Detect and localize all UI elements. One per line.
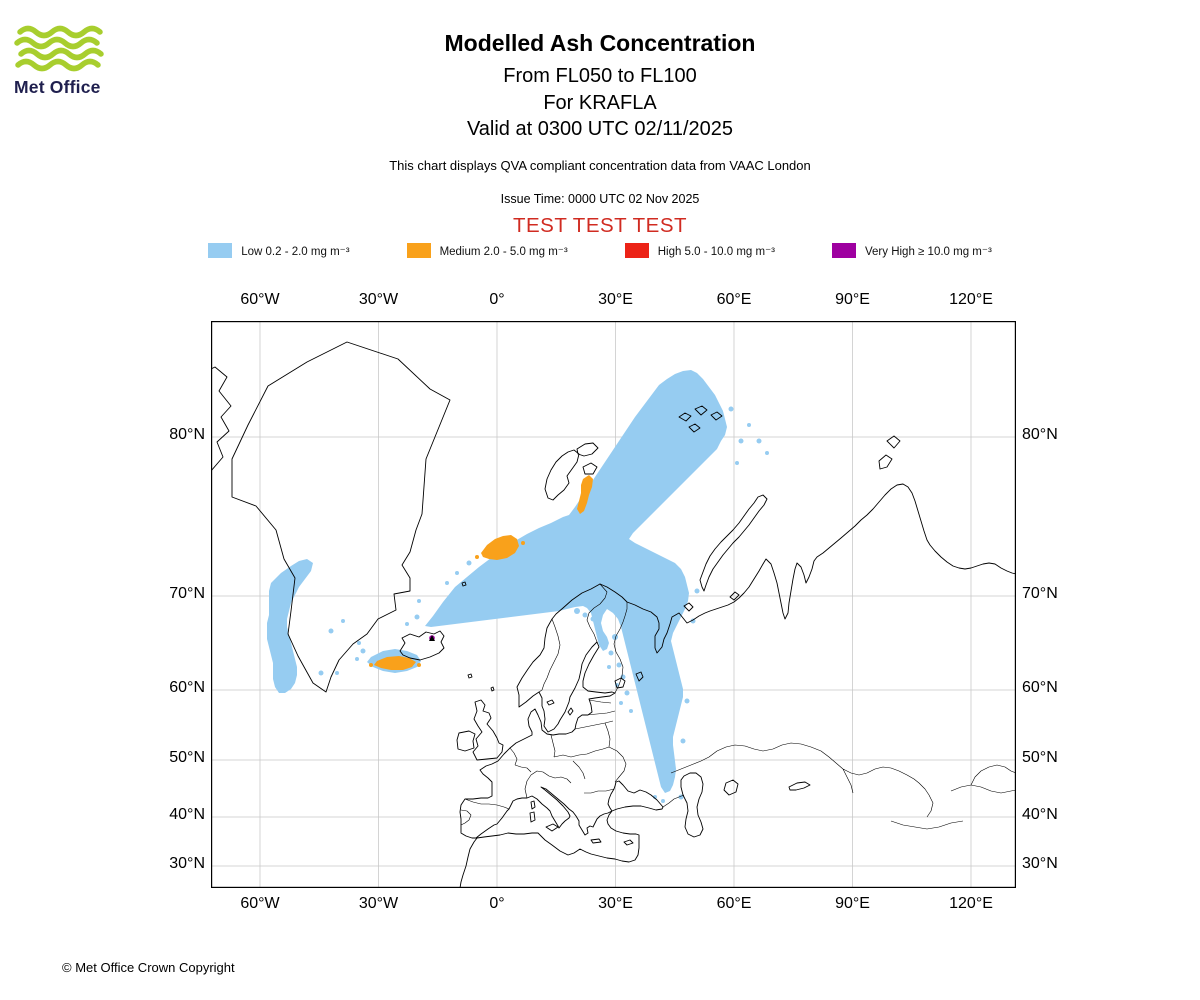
coast-novaya-zemlya bbox=[683, 494, 768, 612]
coast-lakes bbox=[546, 671, 811, 838]
legend-item: Very High ≥ 10.0 mg m⁻³ bbox=[831, 243, 992, 258]
coastlines bbox=[211, 341, 1016, 888]
legend-swatch bbox=[831, 243, 856, 258]
legend-label: Very High ≥ 10.0 mg m⁻³ bbox=[864, 245, 992, 258]
coast-franz-josef-land bbox=[678, 405, 723, 433]
compliance-note: This chart displays QVA compliant concen… bbox=[389, 158, 811, 173]
ash-plume-medium-iceland bbox=[374, 656, 416, 670]
y-tick-right: 70°N bbox=[1022, 585, 1058, 602]
x-tick-top: 30°W bbox=[358, 291, 399, 308]
test-banner: TEST TEST TEST bbox=[512, 214, 688, 237]
x-tick-bottom: 90°E bbox=[835, 895, 870, 912]
coast-severnaya-zemlya bbox=[878, 435, 901, 470]
y-tick-right: 30°N bbox=[1022, 855, 1058, 872]
coast-islands-small bbox=[461, 581, 634, 846]
coast-arctic-russia bbox=[599, 483, 1016, 654]
legend-label: Low 0.2 - 2.0 mg m⁻³ bbox=[241, 245, 350, 258]
met-office-waves-icon bbox=[14, 25, 104, 72]
legend: Low 0.2 - 2.0 mg m⁻³ Medium 2.0 - 5.0 mg … bbox=[0, 243, 1200, 258]
page-title: Modelled Ash Concentration bbox=[444, 30, 756, 56]
copyright-notice: © Met Office Crown Copyright bbox=[62, 960, 235, 975]
y-tick-right: 40°N bbox=[1022, 806, 1058, 823]
x-tick-top: 60°W bbox=[240, 291, 280, 308]
y-tick-right: 80°N bbox=[1022, 426, 1058, 443]
coast-greenland bbox=[231, 341, 451, 693]
legend-swatch bbox=[624, 243, 649, 258]
y-tick-left: 30°N bbox=[169, 855, 205, 872]
x-tick-top: 120°E bbox=[949, 291, 993, 308]
issue-time: Issue Time: 0000 UTC 02 Nov 2025 bbox=[500, 192, 700, 206]
y-tick-right: 60°N bbox=[1022, 679, 1058, 696]
volcano-marker-krafla bbox=[429, 635, 435, 641]
met-office-brand-text: Met Office bbox=[14, 77, 101, 97]
x-tick-top: 0° bbox=[489, 291, 505, 308]
ash-plume-low-layer bbox=[267, 370, 769, 803]
x-tick-bottom: 60°E bbox=[716, 895, 752, 912]
subtitle-volcano: For KRAFLA bbox=[543, 91, 657, 114]
legend-swatch bbox=[406, 243, 431, 258]
y-tick-left: 70°N bbox=[169, 585, 205, 602]
legend-label: High 5.0 - 10.0 mg m⁻³ bbox=[657, 245, 775, 258]
coast-svalbard bbox=[544, 442, 599, 501]
ash-plume-medium-layer bbox=[369, 475, 593, 670]
subtitle-valid-time: Valid at 0300 UTC 02/11/2025 bbox=[466, 118, 734, 140]
met-office-logo: Met Office bbox=[14, 24, 134, 98]
ash-plume-low-greenland-strip bbox=[267, 559, 313, 693]
coast-iceland bbox=[399, 630, 445, 661]
y-tick-left: 60°N bbox=[169, 679, 205, 696]
ash-plume-low-speckles bbox=[318, 406, 769, 803]
map-frame bbox=[211, 321, 1016, 888]
y-tick-left: 40°N bbox=[169, 806, 205, 823]
x-tick-bottom: 0° bbox=[489, 895, 505, 912]
legend-item: High 5.0 - 10.0 mg m⁻³ bbox=[624, 243, 775, 258]
x-tick-bottom: 30°E bbox=[598, 895, 633, 912]
x-tick-bottom: 120°E bbox=[949, 895, 993, 912]
ash-plume-low-main bbox=[425, 370, 727, 793]
legend-swatch bbox=[208, 243, 233, 258]
coast-great-britain bbox=[472, 699, 504, 761]
y-tick-left: 80°N bbox=[169, 426, 205, 443]
x-tick-bottom: 60°W bbox=[240, 895, 280, 912]
coast-europe-mainland bbox=[459, 583, 664, 888]
ash-plume-medium-svalbard bbox=[577, 475, 593, 514]
subtitle-flight-levels: From FL050 to FL100 bbox=[503, 65, 697, 87]
x-tick-top: 60°E bbox=[716, 291, 752, 308]
legend-label: Medium 2.0 - 5.0 mg m⁻³ bbox=[439, 245, 568, 258]
grid-lines bbox=[211, 321, 1016, 888]
legend-item: Medium 2.0 - 5.0 mg m⁻³ bbox=[406, 243, 568, 258]
y-tick-left: 50°N bbox=[169, 749, 205, 766]
legend-item: Low 0.2 - 2.0 mg m⁻³ bbox=[208, 243, 350, 258]
x-tick-bottom: 30°W bbox=[358, 895, 399, 912]
x-tick-top: 90°E bbox=[835, 291, 870, 308]
country-borders bbox=[460, 583, 1016, 830]
coast-ireland bbox=[456, 730, 476, 752]
x-tick-top: 30°E bbox=[598, 291, 633, 308]
chart-header: Modelled Ash Concentration From FL050 to… bbox=[0, 30, 1200, 143]
y-tick-right: 50°N bbox=[1022, 749, 1058, 766]
ash-plume-medium-norwegian-sea bbox=[481, 535, 519, 560]
coast-ellesmere bbox=[211, 366, 232, 472]
map-canvas bbox=[211, 321, 1016, 888]
